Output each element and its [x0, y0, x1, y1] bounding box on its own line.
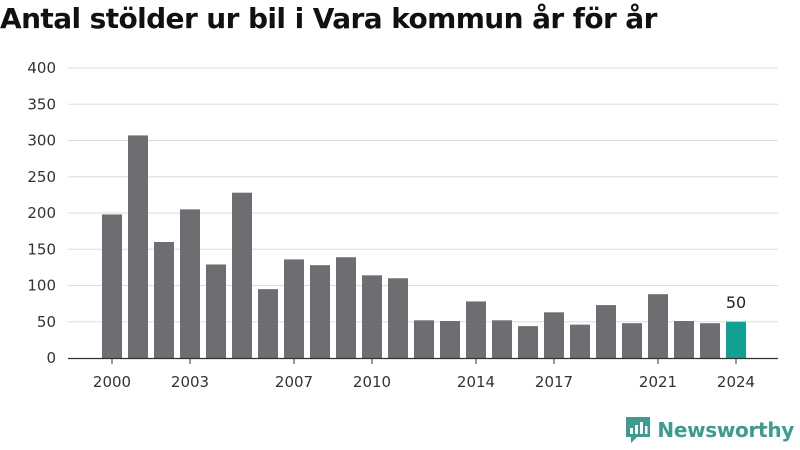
y-tick-label: 300 [27, 132, 56, 150]
x-tick-label: 2010 [353, 373, 391, 391]
brand-name: Newsworthy [657, 418, 794, 442]
bar-2021 [648, 294, 668, 358]
bar-2011 [388, 278, 408, 358]
bar-2012 [414, 320, 434, 358]
x-tick-label: 2000 [93, 373, 131, 391]
bar-2018 [570, 324, 590, 358]
bar-2023 [700, 323, 720, 358]
y-tick-label: 100 [27, 277, 56, 295]
x-tick-label: 2003 [171, 373, 209, 391]
bar-2017 [544, 312, 564, 358]
bar-2014 [466, 301, 486, 358]
x-tick-label: 2007 [275, 373, 313, 391]
bar-2022 [674, 321, 694, 358]
chart-title: Antal stölder ur bil i Vara kommun år fö… [0, 2, 657, 35]
bar-2000 [102, 214, 122, 358]
newsworthy-logo: Newsworthy [625, 416, 794, 444]
data-label: 50 [726, 293, 746, 312]
x-tick-label: 2024 [717, 373, 755, 391]
bar-2008 [310, 265, 330, 358]
y-tick-label: 250 [27, 168, 56, 186]
bar-2013 [440, 321, 460, 358]
y-tick-label: 0 [46, 349, 56, 367]
gridlines [68, 67, 778, 323]
newsworthy-logo-icon [626, 417, 651, 443]
bar-2020 [622, 323, 642, 358]
y-tick-label: 50 [37, 313, 56, 331]
y-tick-label: 350 [27, 95, 56, 113]
x-tick-label: 2021 [639, 373, 677, 391]
y-tick-label: 400 [27, 59, 56, 77]
x-tick-label: 2017 [535, 373, 573, 391]
bar-2005 [232, 192, 252, 358]
bar-2009 [336, 257, 356, 358]
y-axis-ticks: 0 50 100 150 200 250 300 350 400 [27, 59, 56, 367]
bar-2006 [258, 289, 278, 358]
bar-chart: 0 50 100 150 200 250 300 350 400 2000 2003 2007 201… [27, 59, 778, 391]
bar-2024 [726, 321, 746, 358]
bar-2001 [128, 135, 148, 358]
y-tick-label: 200 [27, 204, 56, 222]
bars [102, 135, 746, 358]
bar-2015 [492, 320, 512, 358]
x-axis-ticks: 2000 2003 2007 2010 2014 2017 2021 2024 [93, 358, 755, 391]
bar-2003 [180, 209, 200, 358]
y-tick-label: 150 [27, 240, 56, 258]
bar-2002 [154, 242, 174, 358]
bar-2004 [206, 264, 226, 358]
bar-2019 [596, 305, 616, 358]
annotations: 50 [726, 293, 746, 312]
bar-2010 [362, 275, 382, 358]
bar-2016 [518, 326, 538, 358]
bar-2007 [284, 259, 304, 358]
x-tick-label: 2014 [457, 373, 495, 391]
